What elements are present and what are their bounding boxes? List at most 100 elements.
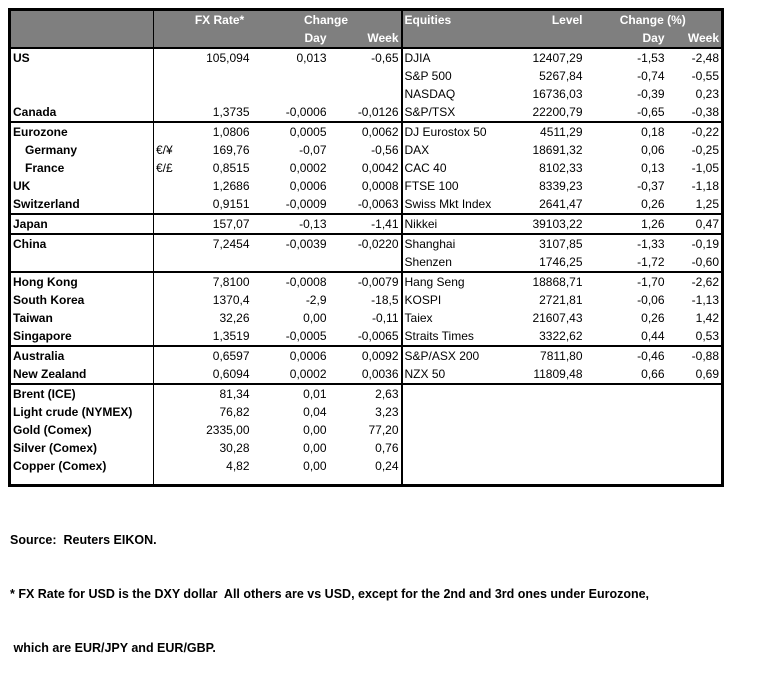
table-row: Germany €/¥ 169,76 -0,07 -0,56 DAX 18691,32 0,0… xyxy=(10,141,723,159)
equity-level: 8339,23 xyxy=(539,179,583,193)
fx-day-change: 0,0006 xyxy=(251,345,329,365)
filler-cell xyxy=(153,475,188,486)
fx-week-change: 77,20 xyxy=(368,423,399,437)
table-row: Japan 157,07 -0,13 -1,41 Nikkei 39103,22 1,26 0… xyxy=(9,213,723,234)
equity-day-change xyxy=(585,457,667,475)
equity-week-change: -0,38 xyxy=(691,105,720,119)
fx-week-header: Week xyxy=(328,29,402,49)
currency-pair xyxy=(153,345,188,365)
currency-pair xyxy=(153,457,188,475)
fx-week-change: 0,76 xyxy=(375,441,399,455)
equity-name xyxy=(400,421,512,439)
equity-week-change: 0,23 xyxy=(695,87,720,101)
equity-day-change: -1,72 xyxy=(637,255,665,269)
currency-pair xyxy=(153,421,188,439)
fx-footnote-line2: which are EUR/JPY and EUR/GBP. xyxy=(10,641,216,655)
fx-rate-value: 7,8100 xyxy=(187,271,252,291)
equity-level: 2641,47 xyxy=(539,197,583,211)
fx-week-change: 0,0036 xyxy=(361,367,399,381)
equity-level: 18691,32 xyxy=(532,143,583,157)
row-label: Taiwan xyxy=(13,311,53,325)
fx-day-change: -2,9 xyxy=(305,293,327,307)
equity-level: 5267,84 xyxy=(539,69,583,83)
equity-level xyxy=(512,457,585,475)
equity-week-change: -1,18 xyxy=(691,179,720,193)
filler-cell xyxy=(252,475,329,486)
equity-name: KOSPI xyxy=(400,291,512,309)
fx-week-change: 0,0008 xyxy=(361,179,399,193)
row-label: New Zealand xyxy=(13,367,87,381)
row-label: Brent (ICE) xyxy=(9,383,154,403)
fx-day-change: 0,00 xyxy=(303,423,327,437)
equity-week-change: 0,47 xyxy=(666,213,723,234)
fx-rate-value: 2335,00 xyxy=(206,423,250,437)
row-label: Germany xyxy=(25,143,78,157)
table-row: US 105,094 0,013 -0,65 DJIA 12407,29 -1,53 -2,4… xyxy=(10,48,723,67)
equity-name: DJIA xyxy=(400,48,512,67)
equity-day-change: -0,65 xyxy=(637,105,665,119)
fx-rate-value: 81,34 xyxy=(187,383,252,403)
row-label xyxy=(10,253,154,272)
equity-name xyxy=(400,439,512,457)
fx-day-change: 0,013 xyxy=(296,51,327,65)
equity-day-change: 0,26 xyxy=(641,197,665,211)
equity-week-change: -2,48 xyxy=(691,51,720,65)
fx-day-change xyxy=(252,253,329,272)
table-row: Switzerland 0,9151 -0,0009 -0,0063 Swiss Mkt… xyxy=(10,195,723,214)
table-body: US 105,094 0,013 -0,65 DJIA 12407,29 -1,53 -2,4… xyxy=(9,48,723,486)
level-header: Level xyxy=(511,9,585,29)
market-report: FX Rate* Change Equities Level Change (%… xyxy=(8,8,725,487)
row-label: Japan xyxy=(9,213,154,234)
fx-day-change: -0,0005 xyxy=(285,329,327,343)
fx-rate-value xyxy=(188,85,252,103)
equity-week-change: -0,22 xyxy=(666,121,723,141)
equity-week-change xyxy=(667,439,723,457)
currency-pair xyxy=(153,48,188,67)
equity-level: 4511,29 xyxy=(511,121,585,141)
fx-week-change: 0,0062 xyxy=(328,121,402,141)
equity-day-change: 1,26 xyxy=(584,213,667,234)
row-label: Switzerland xyxy=(13,197,80,211)
equity-day-change: -0,39 xyxy=(637,87,665,101)
equity-level xyxy=(512,439,585,457)
filler-cell xyxy=(400,475,512,486)
table-row: Canada 1,3735 -0,0006 -0,0126 S&P/TSX 22200,7… xyxy=(10,103,723,122)
equity-week-change xyxy=(667,457,723,475)
row-label: Light crude (NYMEX) xyxy=(13,405,133,419)
fx-week-change: 2,63 xyxy=(328,383,402,403)
currency-pair xyxy=(153,195,188,214)
fx-rate-value: 1,3735 xyxy=(212,105,250,119)
equity-name: DAX xyxy=(400,141,512,159)
row-label: South Korea xyxy=(13,293,85,307)
fx-week-change: 0,0092 xyxy=(328,345,402,365)
row-label: Gold (Comex) xyxy=(13,423,92,437)
blank-header-cell xyxy=(153,29,188,49)
table-row: Silver (Comex) 30,28 0,00 0,76 xyxy=(10,439,723,457)
equity-name xyxy=(400,383,512,403)
row-label: China xyxy=(9,233,154,253)
fx-rate-value: 1,0806 xyxy=(187,121,252,141)
fx-week-change: -0,0065 xyxy=(357,329,399,343)
equity-level: 11809,48 xyxy=(533,367,583,381)
fx-rate-header: FX Rate* xyxy=(187,9,252,29)
table-row: Eurozone 1,0806 0,0005 0,0062 DJ Eurostox 50… xyxy=(9,121,723,141)
equity-day-change: 0,18 xyxy=(584,121,667,141)
row-label: US xyxy=(13,51,30,65)
equity-level: 16736,03 xyxy=(532,87,583,101)
table-row: China 7,2454 -0,0039 -0,0220 Shanghai 3107,85… xyxy=(9,233,723,253)
equity-week-change: -0,19 xyxy=(666,233,723,253)
fx-day-header: Day xyxy=(251,29,329,49)
equity-name: NZX 50 xyxy=(400,365,512,384)
fx-day-change xyxy=(252,85,329,103)
fx-week-change: -0,11 xyxy=(372,311,399,325)
currency-pair xyxy=(153,67,188,85)
equity-name: S&P/TSX xyxy=(400,103,512,122)
filler-cell xyxy=(512,475,585,486)
equity-week-change: 0,53 xyxy=(695,329,720,343)
filler-cell xyxy=(329,475,402,486)
currency-pair xyxy=(153,439,188,457)
fx-footnote-line1: * FX Rate for USD is the DXY dollar All … xyxy=(10,587,650,601)
currency-pair xyxy=(153,365,188,384)
equity-level: 7811,80 xyxy=(511,345,585,365)
equity-name: DJ Eurostox 50 xyxy=(400,121,512,141)
